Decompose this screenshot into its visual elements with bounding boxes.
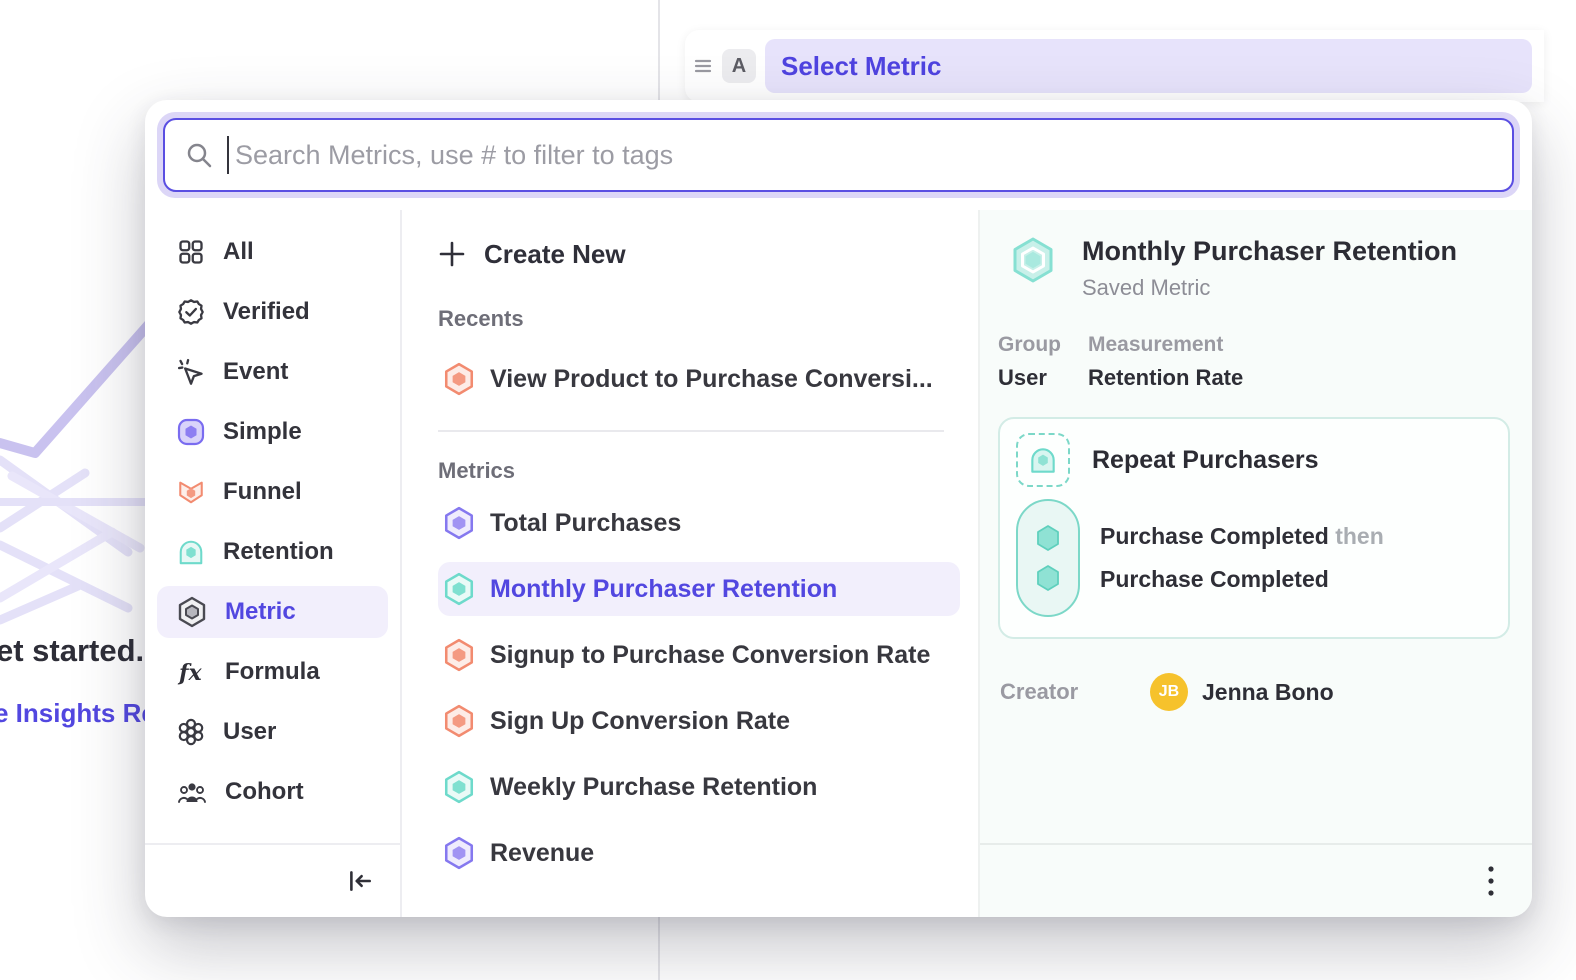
create-new-label: Create New — [484, 239, 626, 270]
metric-definition-card: Repeat Purchasers — [998, 417, 1510, 639]
step-hexagon-icon — [1035, 524, 1061, 552]
retention-hexagon-icon — [444, 770, 474, 804]
sidebar-footer — [145, 843, 400, 917]
sidebar-item-label: User — [223, 718, 276, 746]
section-label-recents: Recents — [438, 306, 960, 332]
sidebar-item-label: Verified — [223, 298, 310, 326]
sidebar-item-label: Event — [223, 358, 288, 386]
funnel-hexagon-icon — [444, 704, 474, 738]
step-hexagon-icon — [1035, 564, 1061, 592]
svg-text:fx: fx — [177, 660, 202, 686]
list-item-metric[interactable]: Signup to Purchase Conversion Rate — [438, 628, 960, 682]
funnel-steps-capsule — [1016, 499, 1080, 617]
collapse-sidebar-icon[interactable] — [346, 868, 374, 894]
text-cursor — [227, 136, 229, 174]
background-headline-fragment: et started. — [0, 633, 144, 669]
list-item-metric-selected[interactable]: Monthly Purchaser Retention — [438, 562, 960, 616]
step-1: Purchase Completed then — [1100, 523, 1384, 550]
metric-row-card: A Select Metric — [685, 30, 1544, 102]
sidebar-item-label: Retention — [223, 538, 334, 566]
list-item-label: Monthly Purchaser Retention — [490, 575, 837, 604]
prop-label-group: Group — [998, 333, 1088, 357]
user-cluster-icon — [177, 718, 205, 746]
formula-fx-icon: fx — [177, 658, 207, 686]
plus-icon — [438, 240, 466, 268]
sidebar-item-label: Simple — [223, 418, 302, 446]
detail-title: Monthly Purchaser Retention — [1082, 236, 1457, 267]
sidebar-item-label: Formula — [225, 658, 320, 686]
create-new-button[interactable]: Create New — [438, 228, 960, 280]
metric-list-panel: Create New Recents View Product to Purch… — [402, 210, 978, 917]
prop-label-measurement: Measurement — [1088, 333, 1243, 357]
list-item-label: Weekly Purchase Retention — [490, 773, 817, 802]
sidebar-item-formula[interactable]: fx Formula — [157, 646, 388, 698]
detail-footer — [980, 843, 1532, 917]
detail-subtitle: Saved Metric — [1082, 275, 1457, 301]
sidebar-item-label: Metric — [225, 598, 296, 626]
list-item-label: View Product to Purchase Conversi... — [490, 365, 933, 394]
event-cursor-icon — [177, 358, 205, 386]
prop-value-measurement: Retention Rate — [1088, 365, 1243, 391]
prop-value-group: User — [998, 365, 1088, 391]
funnel-hexagon-icon — [444, 638, 474, 672]
creator-row: Creator JB Jenna Bono — [1000, 673, 1510, 711]
metric-detail-panel: Monthly Purchaser Retention Saved Metric… — [978, 210, 1532, 917]
step-2: Purchase Completed — [1100, 566, 1384, 593]
sidebar-item-all[interactable]: All — [157, 226, 388, 278]
sidebar-item-label: Cohort — [225, 778, 304, 806]
sidebar-item-event[interactable]: Event — [157, 346, 388, 398]
step-2-event: Purchase Completed — [1100, 566, 1329, 592]
list-item-metric[interactable]: Total Purchases — [438, 496, 960, 550]
sidebar-item-simple[interactable]: Simple — [157, 406, 388, 458]
list-divider — [438, 430, 944, 432]
search-icon — [185, 141, 213, 169]
retention-metric-icon — [177, 538, 205, 566]
creator-name: Jenna Bono — [1202, 679, 1334, 706]
funnel-hexagon-icon — [444, 362, 474, 396]
background-report-link-fragment[interactable]: e Insights Re — [0, 698, 156, 729]
saved-metric-hexagon-icon — [1012, 236, 1054, 301]
metric-hexagon-icon — [177, 596, 207, 628]
search-input[interactable] — [235, 140, 1492, 171]
retention-hexagon-icon — [444, 572, 474, 606]
list-item-label: Revenue — [490, 839, 594, 868]
sidebar-item-label: Funnel — [223, 478, 302, 506]
sidebar-item-cohort[interactable]: Cohort — [157, 766, 388, 818]
search-focus-ring — [157, 112, 1520, 198]
sidebar-item-retention[interactable]: Retention — [157, 526, 388, 578]
metric-selector-modal: All Verified — [145, 100, 1532, 917]
creator-avatar: JB — [1150, 673, 1188, 711]
grid-icon — [177, 238, 205, 266]
section-label-metrics: Metrics — [438, 458, 960, 484]
search-bar[interactable] — [163, 118, 1514, 192]
step-1-event: Purchase Completed — [1100, 523, 1329, 549]
sidebar-item-label: All — [223, 238, 254, 266]
list-item-metric[interactable]: Revenue — [438, 826, 960, 880]
select-metric-button[interactable]: Select Metric — [765, 39, 1532, 93]
simple-hexagon-icon — [444, 836, 474, 870]
creator-label: Creator — [1000, 679, 1150, 705]
simple-metric-icon — [177, 418, 205, 446]
kebab-menu-icon[interactable] — [1486, 864, 1496, 898]
sidebar-item-user[interactable]: User — [157, 706, 388, 758]
list-item-label: Total Purchases — [490, 509, 681, 538]
list-item-recent[interactable]: View Product to Purchase Conversi... — [438, 352, 960, 406]
list-item-metric[interactable]: Weekly Purchase Retention — [438, 760, 960, 814]
funnel-metric-icon — [177, 478, 205, 506]
metric-row-label[interactable]: A — [722, 49, 756, 83]
list-item-metric[interactable]: Sign Up Conversion Rate — [438, 694, 960, 748]
list-item-label: Signup to Purchase Conversion Rate — [490, 641, 930, 670]
type-filter-sidebar: All Verified — [145, 210, 402, 917]
simple-hexagon-icon — [444, 506, 474, 540]
sidebar-item-verified[interactable]: Verified — [157, 286, 388, 338]
verified-badge-icon — [177, 298, 205, 326]
step-1-suffix: then — [1335, 523, 1384, 549]
list-item-label: Sign Up Conversion Rate — [490, 707, 790, 736]
retention-definition-icon — [1016, 433, 1070, 487]
cohort-people-icon — [177, 778, 207, 806]
definition-title: Repeat Purchasers — [1092, 446, 1319, 475]
sidebar-item-funnel[interactable]: Funnel — [157, 466, 388, 518]
sidebar-item-metric[interactable]: Metric — [157, 586, 388, 638]
drag-handle-icon[interactable] — [693, 56, 713, 76]
